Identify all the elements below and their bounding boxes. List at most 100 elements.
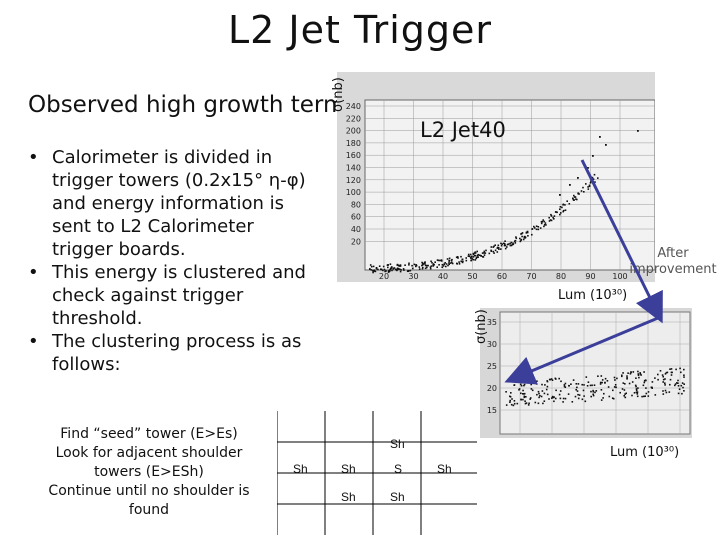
plot1-point — [485, 249, 487, 252]
plot2-ytick: 20 — [487, 384, 497, 393]
plot1-point — [543, 224, 546, 226]
plot1-ytick: 200 — [346, 127, 361, 136]
plot2-point — [612, 389, 614, 392]
plot1-point — [472, 256, 475, 258]
plot1-ytick: 120 — [346, 176, 361, 185]
plot1-point — [494, 244, 496, 246]
plot1-point — [488, 252, 491, 255]
plot1-point — [374, 270, 377, 273]
plot2-point — [523, 384, 525, 387]
plot1-point — [506, 246, 508, 248]
plot1-point — [470, 259, 473, 262]
plot2-point — [622, 372, 624, 374]
plot2-point — [523, 392, 526, 395]
plot1-point — [436, 266, 438, 268]
plot2-point — [585, 376, 588, 378]
plot2-point — [624, 396, 627, 399]
plot1-point — [387, 266, 389, 269]
plot1-point — [504, 244, 506, 246]
plot2-point — [633, 392, 636, 394]
plot1-point — [493, 245, 495, 248]
plot2-point — [677, 392, 680, 395]
plot1-xlabel: Lum (10³⁰) — [558, 288, 628, 303]
plot2-point — [558, 393, 561, 396]
plot1-point — [509, 244, 512, 247]
plot2-point — [538, 396, 540, 399]
plot1-point — [440, 260, 443, 262]
plot1-point — [369, 264, 372, 266]
plot2-point — [621, 375, 623, 378]
plot1-point — [501, 243, 503, 245]
grid-cell-center: S — [394, 462, 403, 476]
plot1-point — [429, 266, 432, 268]
plot1-point — [550, 213, 552, 216]
plot2-point — [681, 392, 683, 395]
plot1-point — [422, 263, 425, 265]
plot1-point — [587, 188, 590, 190]
plot1-point — [504, 247, 507, 250]
plot1-point — [562, 204, 564, 206]
plot1-point — [393, 267, 396, 269]
plot1-point — [535, 228, 538, 231]
plot1-point — [587, 167, 589, 169]
plot2-point — [546, 380, 549, 383]
plot1-point — [407, 270, 409, 272]
plot1-point — [537, 226, 540, 228]
plot1-point — [471, 258, 474, 260]
plot2-point — [651, 386, 653, 389]
plot1-point — [521, 235, 523, 238]
plot1-point — [384, 270, 386, 273]
plot1-point — [480, 254, 482, 257]
plot2-point — [541, 383, 543, 386]
plot1-point — [535, 225, 538, 227]
plot2-point — [567, 393, 570, 395]
plot1-point — [441, 264, 444, 266]
plot1-point — [421, 264, 424, 266]
plot2-point — [553, 396, 555, 398]
plot2-point — [531, 389, 534, 392]
plot1-point — [385, 270, 387, 272]
plot2-point — [520, 398, 522, 401]
plot1-point — [438, 264, 440, 266]
plot1-ytick: 100 — [346, 188, 361, 197]
plot1-point — [594, 181, 596, 183]
plot1-point — [455, 256, 458, 259]
plot1-point — [588, 185, 591, 188]
plot1-point — [424, 264, 427, 267]
plot1-point — [442, 265, 445, 267]
plot2-point — [516, 402, 519, 405]
plot2-point — [600, 375, 603, 377]
plot1-point — [421, 267, 424, 270]
bullet-marker: • — [28, 331, 39, 352]
plot1-point — [531, 233, 533, 236]
plot1-point — [509, 242, 511, 245]
plot2-point — [558, 377, 560, 380]
plot1-point — [473, 254, 476, 257]
plot2-point — [523, 393, 525, 395]
plot1-point — [577, 192, 579, 195]
plot1-point — [553, 218, 555, 220]
plot1-point — [445, 265, 447, 268]
plot1-point — [540, 220, 543, 223]
plot2-point — [512, 404, 515, 407]
jet40-plot-svg: 240 220 200 180 160 140 120 100 80 60 40 20 20 30 40 5… — [346, 99, 656, 281]
plot2-point — [615, 386, 617, 389]
plot1-point — [520, 238, 523, 241]
plot2-point — [578, 394, 581, 396]
plot1-point — [543, 220, 546, 223]
plot1-point — [448, 257, 451, 260]
plot1-point — [411, 267, 414, 270]
plot2-ytick: 35 — [487, 318, 497, 327]
plot2-point — [542, 402, 544, 405]
plot1-xtick: 40 — [438, 272, 448, 281]
plot2-point — [513, 400, 516, 402]
plot1-ytick: 180 — [346, 139, 361, 148]
plot1-point — [498, 248, 500, 250]
plot2-point — [537, 390, 540, 393]
plot1-point — [377, 268, 379, 271]
plot1-point — [409, 269, 412, 272]
plot1-point — [490, 249, 492, 252]
plot2-point — [662, 378, 665, 381]
plot2-point — [664, 382, 666, 384]
